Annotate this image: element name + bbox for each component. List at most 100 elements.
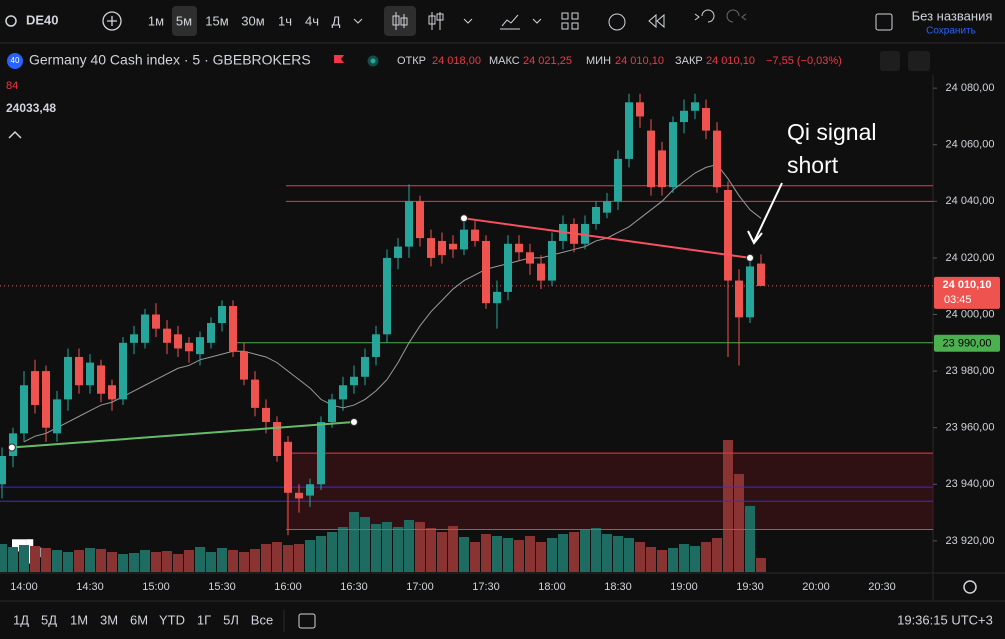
candle-body bbox=[713, 130, 721, 188]
x-tick-label: 16:30 bbox=[340, 581, 368, 593]
volume-bar bbox=[481, 534, 491, 572]
button[interactable] bbox=[880, 51, 900, 71]
candle-body bbox=[229, 306, 237, 352]
undo-icon[interactable] bbox=[694, 9, 715, 23]
search-icon[interactable] bbox=[5, 15, 17, 27]
x-tick-label: 17:00 bbox=[406, 581, 434, 593]
date-range-icon[interactable] bbox=[298, 613, 316, 629]
volume-bar bbox=[668, 548, 678, 572]
range[interactable]: 5Д bbox=[41, 612, 57, 627]
candle-body bbox=[504, 243, 512, 292]
candle-body bbox=[383, 257, 391, 335]
range[interactable]: 1Г bbox=[197, 612, 211, 627]
y-tick-label: 23 940,00 bbox=[946, 478, 995, 490]
symbol[interactable]: DE40 bbox=[26, 12, 59, 27]
layout-name[interactable]: Без названия bbox=[912, 8, 993, 23]
settings-icon[interactable] bbox=[963, 580, 977, 594]
chart-type-button[interactable] bbox=[384, 6, 416, 36]
volume-bar bbox=[151, 552, 161, 572]
collapse-icon[interactable] bbox=[8, 130, 22, 139]
bars-icon[interactable] bbox=[428, 12, 444, 30]
candle-body bbox=[372, 334, 380, 357]
volume-bar bbox=[250, 549, 260, 572]
interval[interactable]: Д bbox=[332, 13, 341, 28]
ohlc-label: МАКС bbox=[489, 55, 520, 67]
volume-bar bbox=[382, 522, 392, 572]
volume-bar bbox=[41, 548, 51, 572]
candle-body bbox=[471, 229, 479, 241]
chevron[interactable] bbox=[463, 18, 542, 24]
add-symbol[interactable] bbox=[102, 11, 122, 31]
interval[interactable]: 5м bbox=[176, 13, 192, 28]
range[interactable]: 5Л bbox=[223, 612, 239, 627]
range[interactable]: 6М bbox=[130, 612, 148, 627]
layout-checkbox[interactable] bbox=[875, 13, 893, 31]
level-tag bbox=[934, 334, 1000, 352]
volume-bar bbox=[140, 550, 150, 572]
interval[interactable]: 4ч bbox=[305, 13, 319, 28]
x-tick-label: 19:00 bbox=[670, 581, 698, 593]
candle-body bbox=[449, 243, 457, 250]
add-icon bbox=[107, 16, 117, 26]
interval[interactable]: 15м bbox=[205, 13, 228, 28]
volume-bar bbox=[613, 536, 623, 572]
redo-icon[interactable] bbox=[726, 9, 747, 23]
ohlc-label: ОТКР bbox=[397, 55, 426, 67]
candle-icon bbox=[400, 17, 408, 26]
volume-bar bbox=[734, 474, 744, 572]
x-tick-label: 19:30 bbox=[736, 581, 764, 593]
volume-bar bbox=[393, 527, 403, 572]
indicators-icon[interactable] bbox=[500, 14, 520, 30]
candle-body bbox=[658, 150, 666, 188]
volume-bar bbox=[30, 546, 40, 572]
range[interactable]: 1Д bbox=[13, 612, 29, 627]
candle-body bbox=[405, 201, 413, 247]
candle-body bbox=[86, 362, 94, 386]
chevron[interactable] bbox=[353, 18, 363, 24]
y-tick-label: 24 060,00 bbox=[946, 139, 995, 151]
flag[interactable] bbox=[334, 55, 344, 63]
badge-text: 40 bbox=[11, 56, 20, 65]
candle-body bbox=[438, 240, 446, 256]
y-tick-label: 23 960,00 bbox=[946, 422, 995, 434]
volume-bar bbox=[228, 550, 238, 572]
volume-bar bbox=[679, 544, 689, 572]
price-tag-label: 24 010,10 bbox=[943, 279, 992, 291]
range[interactable]: Все bbox=[251, 612, 273, 627]
anchor bbox=[350, 418, 358, 427]
volume-bar bbox=[459, 537, 469, 572]
symbol-name[interactable]: Germany 40 Cash index · 5 · GBEBROKERS bbox=[29, 52, 311, 68]
replay-icon[interactable] bbox=[648, 13, 665, 29]
y-tick-label: 23 980,00 bbox=[946, 365, 995, 377]
candle-body bbox=[141, 314, 149, 343]
candle-icon bbox=[395, 12, 405, 30]
price-tag bbox=[934, 276, 1000, 309]
candle-body bbox=[394, 246, 402, 258]
volume-bar bbox=[723, 440, 733, 572]
interval[interactable]: 30м bbox=[241, 13, 264, 28]
candle-body bbox=[152, 314, 160, 329]
button[interactable] bbox=[908, 51, 930, 71]
candle-body bbox=[592, 206, 600, 224]
y-tick-label: 24 000,00 bbox=[946, 308, 995, 320]
volume-bar bbox=[426, 528, 436, 572]
candle-body bbox=[537, 263, 545, 281]
trendline bbox=[11, 421, 355, 449]
volume-bar bbox=[316, 536, 326, 572]
interval[interactable]: 1м bbox=[148, 13, 164, 28]
volume-bar bbox=[712, 538, 722, 572]
range[interactable]: 3М bbox=[100, 612, 118, 627]
ohlc-value: 24 010,10 bbox=[706, 55, 755, 67]
interval[interactable]: 1ч bbox=[278, 13, 292, 28]
volume-bar bbox=[756, 558, 766, 572]
range[interactable]: 1М bbox=[70, 612, 88, 627]
layout-icon[interactable] bbox=[561, 12, 579, 30]
alert-icon[interactable] bbox=[608, 13, 626, 31]
range[interactable]: YTD bbox=[159, 612, 185, 627]
candle-body bbox=[614, 158, 622, 202]
candle-body bbox=[669, 122, 677, 188]
anchor bbox=[746, 253, 754, 262]
volume-bar bbox=[19, 545, 29, 572]
